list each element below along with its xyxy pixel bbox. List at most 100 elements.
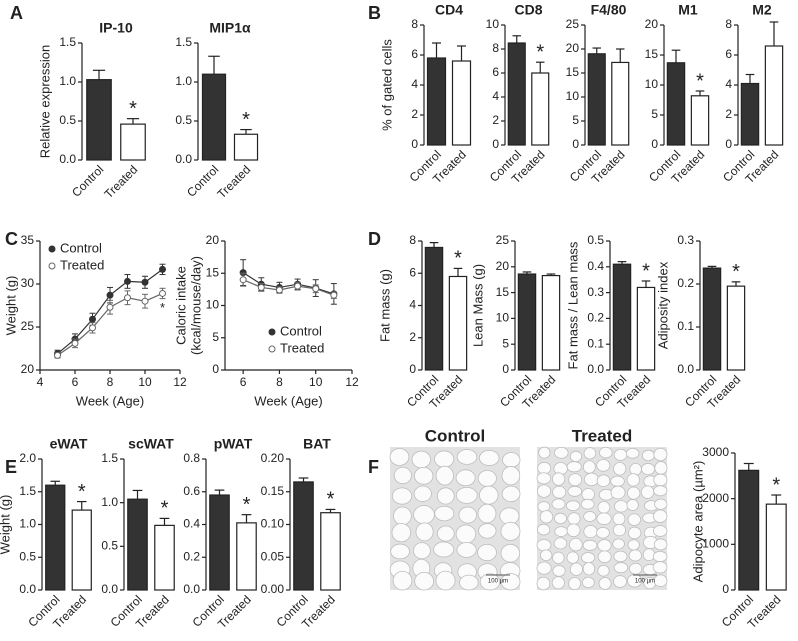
y-tick-label: 10 xyxy=(645,77,659,91)
y-tick-label: 0.0 xyxy=(19,582,36,596)
chart-title: IP-10 xyxy=(99,20,133,36)
adipocyte xyxy=(537,501,551,513)
y-tick-label: 15 xyxy=(566,65,580,79)
y-tick-label: 4 xyxy=(411,77,418,91)
panel-label: E xyxy=(5,457,17,477)
adipocyte xyxy=(642,548,656,562)
y-tick-label: 0.5 xyxy=(175,113,192,127)
y-tick-label: 2000 xyxy=(702,491,729,505)
chart-title: MIP1α xyxy=(209,20,251,36)
bar xyxy=(726,285,746,371)
point xyxy=(141,297,149,305)
adipocyte xyxy=(610,485,626,500)
adipocyte xyxy=(597,501,611,514)
legend-label: Treated xyxy=(60,257,104,272)
significance-mark: * xyxy=(642,260,650,282)
adipocyte xyxy=(479,449,500,466)
y-axis-label: Adiposity index xyxy=(655,261,670,349)
y-tick-label: 0.0 xyxy=(587,362,604,376)
adipocyte xyxy=(455,469,476,487)
adipocyte xyxy=(437,525,455,542)
adipocyte xyxy=(413,505,435,525)
adipocyte xyxy=(537,523,551,536)
y-tick-label: 8 xyxy=(409,233,416,247)
adipocyte xyxy=(566,551,579,564)
x-tick-label: Control xyxy=(69,162,106,199)
legend-marker xyxy=(268,345,276,353)
bar xyxy=(45,484,66,591)
bar xyxy=(740,82,760,146)
y-tick-label: 0.0 xyxy=(101,582,118,596)
adipocyte xyxy=(536,576,551,591)
adipocyte xyxy=(569,562,583,576)
significance-mark: * xyxy=(327,489,335,511)
adipocyte xyxy=(652,525,668,537)
y-tick-label: 6 xyxy=(492,65,499,79)
adipocyte xyxy=(628,549,642,562)
y-tick-label: 5 xyxy=(651,107,658,121)
adipocyte xyxy=(653,538,668,551)
adipocyte xyxy=(389,448,410,466)
adipocyte xyxy=(499,507,520,525)
bar xyxy=(320,512,341,591)
adipocyte xyxy=(610,475,625,487)
x-tick-label: 10 xyxy=(309,375,323,389)
y-tick-label: 15 xyxy=(496,285,510,299)
y-tick-label: 5 xyxy=(572,113,579,127)
bar xyxy=(738,469,760,591)
adipocyte xyxy=(459,574,479,591)
adipocyte xyxy=(596,474,611,487)
significance-mark: * xyxy=(772,474,780,496)
significance-mark: * xyxy=(161,498,169,520)
adipocyte xyxy=(536,484,552,498)
y-axis-label: % of gated cells xyxy=(379,39,394,131)
adipocyte xyxy=(596,526,610,539)
point xyxy=(141,278,149,286)
adipocyte xyxy=(415,522,434,542)
y-tick-label: 6 xyxy=(411,47,418,61)
point xyxy=(54,351,61,359)
y-tick-label: 15 xyxy=(645,47,659,61)
y-tick-label: 4 xyxy=(492,89,499,103)
adipocyte xyxy=(411,450,432,469)
y-tick-label: 0.1 xyxy=(587,336,604,350)
adipocyte xyxy=(455,487,478,504)
adipocyte xyxy=(392,570,413,591)
point xyxy=(239,276,247,284)
chart-title: F4/80 xyxy=(591,2,627,18)
adipocyte xyxy=(539,549,553,562)
adipocyte xyxy=(583,447,597,460)
adipocyte xyxy=(414,571,435,591)
y-tick-label: 10 xyxy=(566,89,580,103)
legend-label: Control xyxy=(60,240,102,255)
y-tick-label: 0.0 xyxy=(677,362,694,376)
adipocyte xyxy=(479,573,501,591)
bar xyxy=(426,57,447,146)
adipocyte xyxy=(613,575,628,588)
y-axis-label: Adipocyte area (µm²) xyxy=(690,461,705,583)
adipocyte xyxy=(554,512,567,525)
bar xyxy=(236,522,257,591)
panel-label: B xyxy=(368,3,381,23)
adipocyte xyxy=(653,447,668,462)
adipocyte xyxy=(538,446,551,459)
significance-mark: * xyxy=(160,300,165,315)
adipocyte xyxy=(413,542,431,560)
y-tick-label: 10 xyxy=(496,311,510,325)
adipocyte xyxy=(551,576,565,590)
y-tick-label: 0.00 xyxy=(261,582,285,596)
adipocyte xyxy=(477,543,497,562)
y-tick-label: 5 xyxy=(212,330,219,344)
adipocyte xyxy=(653,509,668,523)
x-tick-label: 8 xyxy=(276,375,283,389)
adipocyte xyxy=(653,473,668,487)
adipocyte xyxy=(613,500,629,513)
y-tick-label: 1.5 xyxy=(175,35,192,49)
adipocyte xyxy=(434,505,455,522)
bar xyxy=(764,45,784,146)
y-tick-label: 0.3 xyxy=(587,285,604,299)
image-title: Treated xyxy=(572,426,632,445)
adipocyte xyxy=(537,461,552,475)
adipocyte xyxy=(612,523,627,537)
adipocyte xyxy=(641,449,655,462)
